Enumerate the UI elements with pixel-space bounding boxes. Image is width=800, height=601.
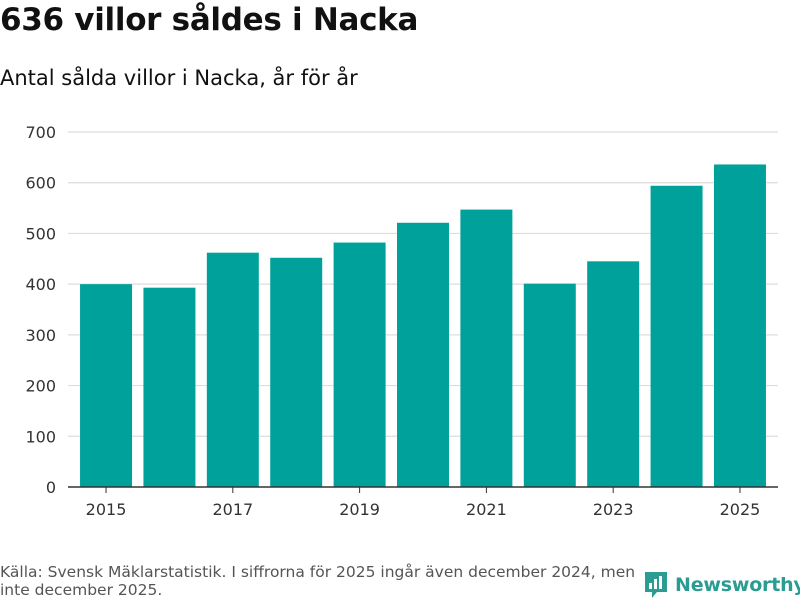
axes: 0 100 200 300 400 500 600 700 2015 2017 2019 2021 20… xyxy=(25,123,778,519)
bar-2024 xyxy=(650,185,703,487)
chart-title: 636 villor såldes i Nacka xyxy=(0,2,419,38)
bar-2020 xyxy=(397,222,449,487)
y-tick-label: 0 xyxy=(46,478,56,497)
newsworthy-logo: Newsworthy xyxy=(643,569,800,601)
x-tick-label: 2025 xyxy=(720,500,761,519)
bar-2019 xyxy=(333,242,386,487)
logo-text: Newsworthy xyxy=(675,574,800,596)
y-tick-label: 700 xyxy=(25,123,56,142)
source-note: Källa: Svensk Mäklarstatistik. I siffror… xyxy=(0,563,636,599)
y-tick-label: 300 xyxy=(25,326,56,345)
bar-2023 xyxy=(587,261,640,487)
y-tick-label: 400 xyxy=(25,275,56,294)
x-tick-label: 2015 xyxy=(86,500,127,519)
y-tick-label: 600 xyxy=(25,174,56,193)
bar-2022 xyxy=(523,283,576,487)
bar-chart: 0 100 200 300 400 500 600 700 2015 2017 2019 2021 20… xyxy=(25,123,778,519)
bar-2017 xyxy=(206,252,259,487)
y-tick-label: 200 xyxy=(25,377,56,396)
chart-subtitle: Antal sålda villor i Nacka, år för år xyxy=(0,66,358,90)
bar-2021 xyxy=(460,209,513,488)
bar-2015 xyxy=(80,284,133,487)
bar-2016 xyxy=(143,287,196,487)
bars xyxy=(80,164,766,488)
newsworthy-logo-icon xyxy=(645,572,667,598)
bar-2025 xyxy=(713,164,766,487)
y-tick-label: 100 xyxy=(25,427,56,446)
x-tick-label: 2019 xyxy=(339,500,380,519)
bar-2018 xyxy=(270,257,323,487)
x-tick-label: 2021 xyxy=(466,500,507,519)
x-tick-label: 2023 xyxy=(593,500,634,519)
x-tick-label: 2017 xyxy=(212,500,253,519)
y-tick-label: 500 xyxy=(25,224,56,243)
